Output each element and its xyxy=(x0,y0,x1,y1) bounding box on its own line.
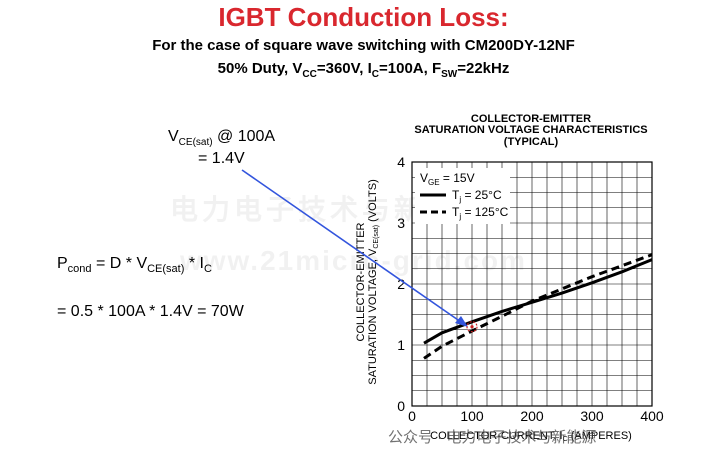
vce-v: V xyxy=(168,128,179,145)
chart-title-3: (TYPICAL) xyxy=(504,136,559,148)
subtitle-line-1: For the case of square wave switching wi… xyxy=(152,37,575,54)
legend-25c-tail: = 25°C xyxy=(461,188,502,202)
formula-p-subscript: cond xyxy=(67,263,92,276)
legend-condition-subscript: GE xyxy=(428,178,440,187)
y-axis-label-2: SATURATION VOLTAGE, VCE(sat) (VOLTS) xyxy=(367,179,380,384)
x-axis-label: COLLECTOR-CURRENT, IC (AMPERES) xyxy=(430,430,632,443)
legend-125c-tail: = 125°C xyxy=(461,205,508,219)
vce-subscript: CE(sat) xyxy=(178,137,213,149)
fsw-subscript: SW xyxy=(441,69,458,80)
y-axis-label-tail: (VOLTS) xyxy=(367,179,379,225)
vcc-subscript: CC xyxy=(302,69,317,80)
x-tick-label: 400 xyxy=(640,408,664,424)
chart-title-1: COLLECTOR-EMITTER xyxy=(471,113,591,125)
series-line-125c xyxy=(423,253,653,360)
legend-condition-main: V xyxy=(420,171,428,185)
formula-eq1: = D * V xyxy=(91,255,148,272)
legend-condition: VGE = 15V xyxy=(420,171,475,187)
y-axis-label-subscript: CE(sat) xyxy=(373,225,380,249)
annotation-arrow xyxy=(241,169,462,323)
watermark-url: www.21micro-grid.com xyxy=(180,245,528,276)
legend-label-25c: Tj = 25°C xyxy=(452,188,502,204)
x-tick-label: 0 xyxy=(408,408,416,424)
vce-annotation: VCE(sat) @ 100A xyxy=(168,128,275,148)
vcc-value: =360V, I xyxy=(316,60,372,77)
annotation-arrowhead xyxy=(455,316,468,327)
y-tick-label: 2 xyxy=(397,276,405,292)
legend-25c-subscript: j xyxy=(458,195,461,204)
legend-25c-main: T xyxy=(452,188,460,202)
ic-subscript: C xyxy=(371,69,379,80)
x-axis-label-tail: (AMPERES) xyxy=(568,430,632,442)
y-axis-label-main: SATURATION VOLTAGE, V xyxy=(367,248,379,385)
fsw-value: =22kHz xyxy=(457,60,510,77)
y-tick-label: 3 xyxy=(397,215,405,231)
chart-series xyxy=(423,253,653,360)
operating-point-dot xyxy=(470,325,474,329)
plot-frame xyxy=(411,161,653,407)
legend-label-125c: Tj = 125°C xyxy=(452,205,509,221)
formula-p: P xyxy=(57,255,68,272)
operating-point-marker xyxy=(466,321,478,333)
formula-line-1: Pcond = D * VCE(sat) * IC xyxy=(57,255,212,275)
x-axis-label-subscript: C xyxy=(563,436,568,443)
y-tick-label: 1 xyxy=(397,337,405,353)
formula-i-subscript: C xyxy=(203,263,212,276)
y-tick-label: 0 xyxy=(397,398,405,414)
legend-125c-main: T xyxy=(452,205,460,219)
formula-v-subscript: CE(sat) xyxy=(147,263,185,276)
series-line-25c xyxy=(423,258,653,345)
vce-value: = 1.4V xyxy=(198,150,245,167)
chart-title-2: SATURATION VOLTAGE CHARACTERISTICS xyxy=(414,124,647,136)
x-tick-label: 300 xyxy=(580,408,604,424)
legend-125c-subscript: j xyxy=(458,212,461,221)
x-tick-label: 200 xyxy=(520,408,544,424)
legend-condition-tail: = 15V xyxy=(440,171,475,185)
chart-ticks: 0 100 200 300 400 0 1 2 3 4 xyxy=(397,154,664,424)
page-title: IGBT Conduction Loss: xyxy=(218,2,509,32)
x-tick-label: 100 xyxy=(460,408,484,424)
ic-value: =100A, F xyxy=(379,60,442,77)
formula-line-2: = 0.5 * 100A * 1.4V = 70W xyxy=(57,303,244,320)
duty-text: 50% Duty, V xyxy=(217,60,303,77)
operating-point-circle xyxy=(466,321,478,333)
vce-at: @ 100A xyxy=(212,128,276,145)
formula-eq2: * I xyxy=(184,255,204,272)
watermark-wechat: 公众号 · 电力电子技术与新能源 xyxy=(388,429,597,446)
y-tick-label: 4 xyxy=(397,154,405,170)
x-axis-label-main: COLLECTOR-CURRENT, I xyxy=(430,430,562,442)
subtitle-line-2: 50% Duty, VCC=360V, IC=100A, FSW=22kHz xyxy=(0,60,727,80)
y-axis-label-1: COLLECTOR-EMITTER xyxy=(355,222,367,341)
